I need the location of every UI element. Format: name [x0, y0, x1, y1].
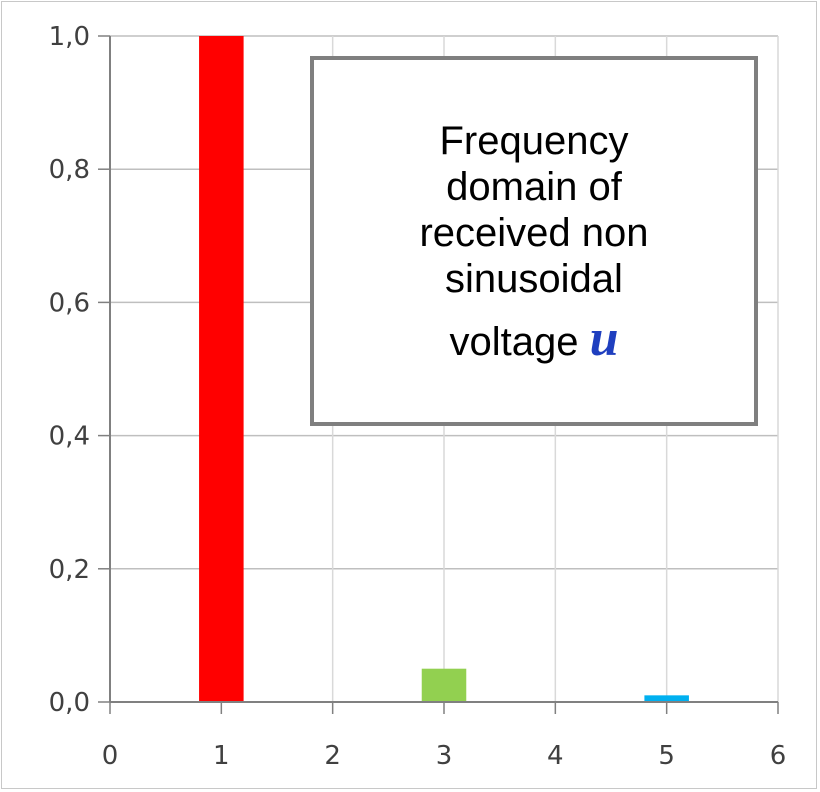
y-tick-label: 0,0 — [49, 688, 90, 718]
y-tick-labels: 0,0 0,2 0,4 0,6 0,8 1,0 — [49, 22, 90, 718]
x-tick-label: 3 — [436, 741, 453, 771]
x-tick-label: 2 — [324, 741, 341, 771]
y-tick-label: 0,6 — [49, 288, 90, 318]
y-tick-label: 0,2 — [49, 555, 90, 585]
bar-x-3 — [421, 668, 467, 702]
annotation-voltage-word: voltage — [449, 319, 579, 364]
annotation-line-5: voltage u — [449, 312, 618, 365]
x-tick-label: 0 — [102, 741, 119, 771]
bars — [199, 36, 689, 702]
y-tick-label: 0,8 — [49, 155, 90, 185]
x-tick-label: 5 — [658, 741, 675, 771]
annotation-line-4: sinusoidal — [445, 256, 623, 301]
x-tick-labels: 0 1 2 3 4 5 6 — [102, 741, 787, 771]
annotation-line-1: Frequency — [439, 118, 629, 163]
bar-x-1 — [199, 36, 244, 702]
y-tick-label: 1,0 — [49, 22, 90, 52]
annotation-line-3: received non — [419, 210, 649, 255]
annotation-box: Frequency domain of received non sinusoi… — [310, 56, 758, 426]
x-tick-label: 6 — [770, 741, 787, 771]
bar-x-5 — [644, 695, 689, 702]
axes — [98, 35, 779, 714]
annotation-line-2: domain of — [446, 164, 622, 209]
x-tick-label: 4 — [547, 741, 564, 771]
x-tick-label: 1 — [213, 741, 230, 771]
y-tick-label: 0,4 — [49, 422, 90, 452]
variable-u-symbol: u — [589, 309, 619, 367]
